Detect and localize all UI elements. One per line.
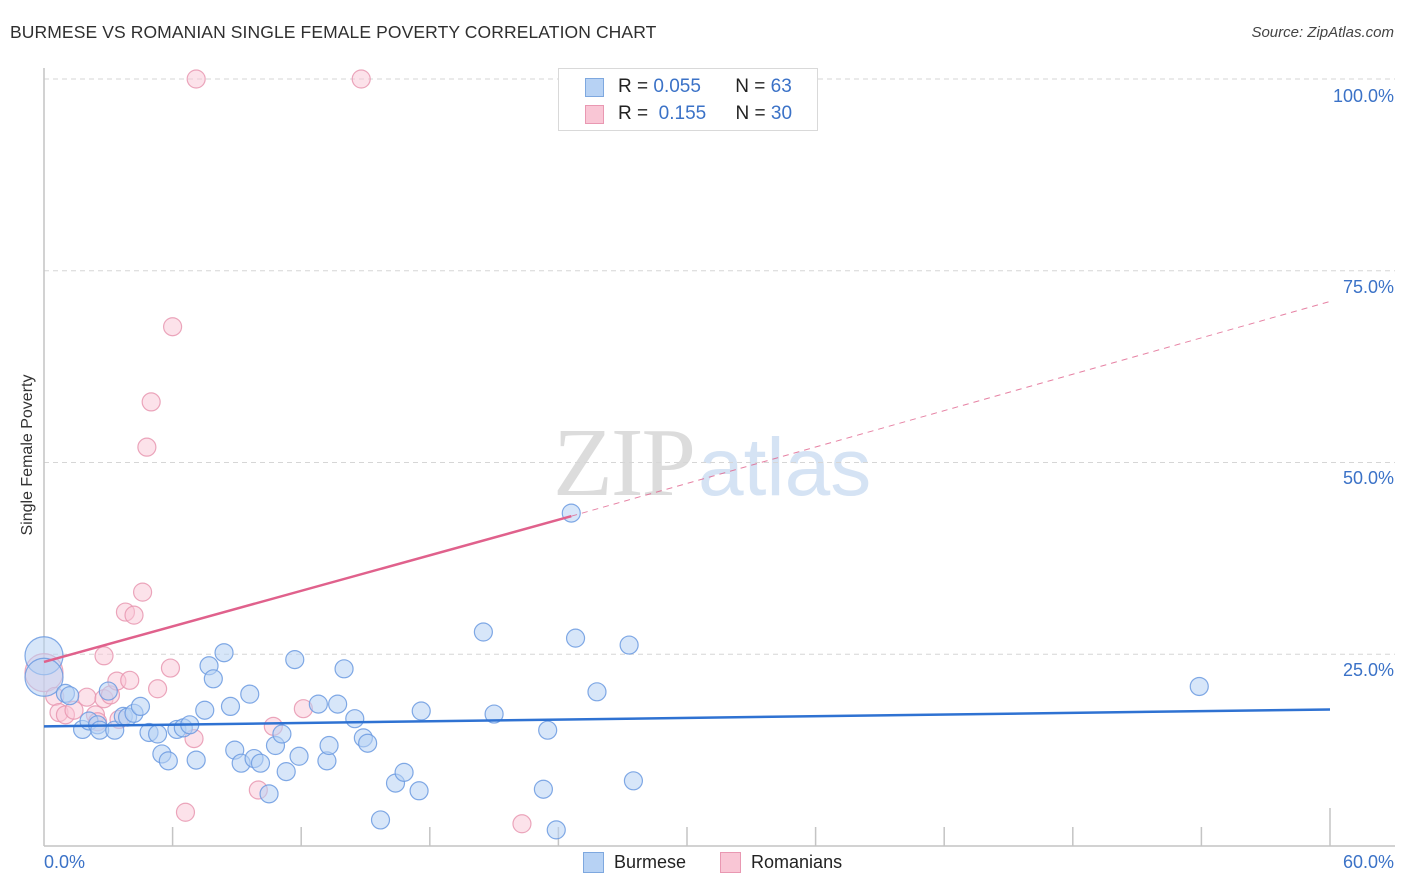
axes [43, 68, 1395, 847]
source-credit: Source: ZipAtlas.com [1251, 24, 1394, 41]
y-tick-50: 50.0% [1342, 468, 1394, 488]
data-point [250, 753, 271, 773]
legend-label: Burmese [614, 852, 687, 872]
data-point [175, 802, 196, 822]
data-point [120, 670, 140, 690]
data-point [358, 733, 378, 753]
data-point [276, 762, 296, 782]
n-label: N = [735, 103, 766, 124]
data-point [334, 659, 354, 679]
n-label: N = [735, 76, 766, 97]
stats-legend: R = 0.055 N = 63 R = 0.155 N = 30 [558, 68, 818, 131]
data-point [484, 704, 504, 724]
data-point [533, 779, 553, 799]
y-tick-25: 25.0% [1342, 660, 1394, 680]
data-point [512, 814, 532, 834]
data-point [186, 750, 206, 770]
burmese-swatch-icon [585, 77, 604, 97]
romanians-trend-line [43, 514, 572, 664]
trend-lines [43, 300, 1331, 728]
x-tick-max: 60.0% [1342, 852, 1394, 872]
data-point [561, 503, 581, 523]
data-point [130, 696, 151, 717]
data-point [141, 392, 161, 412]
data-point [147, 724, 168, 744]
data-point [409, 781, 429, 801]
burmese-trend-line [43, 708, 1331, 728]
legend-row-burmese: R = 0.055 N = 63 [585, 75, 792, 99]
data-point [94, 646, 114, 666]
data-point [259, 784, 279, 804]
data-point [24, 657, 64, 697]
y-tick-100: 100.0% [1332, 86, 1394, 106]
r-label: R = [618, 103, 649, 124]
data-point [137, 437, 157, 457]
data-point [60, 686, 80, 706]
data-point [285, 650, 305, 670]
data-point [272, 724, 292, 744]
r-value: 0.155 [658, 103, 707, 124]
burmese-points [24, 503, 1209, 840]
legend-label: Romanians [751, 852, 843, 872]
romanians-trend-extension [571, 300, 1331, 517]
data-point [394, 762, 414, 782]
data-point [619, 635, 639, 655]
r-value: 0.055 [653, 76, 701, 97]
chart-title: BURMESE VS ROMANIAN SINGLE FEMALE POVERT… [10, 22, 657, 42]
r-label: R = [618, 76, 649, 97]
data-point [308, 694, 328, 714]
data-point [319, 735, 339, 756]
data-point [473, 622, 493, 642]
data-point [345, 709, 365, 729]
legend-item-burmese[interactable]: Burmese [583, 852, 686, 873]
data-point [220, 696, 241, 717]
data-point [77, 687, 97, 707]
legend-row-romanians: R = 0.155 N = 30 [585, 102, 792, 126]
data-point [132, 582, 153, 602]
data-point [370, 810, 391, 830]
n-value: 63 [770, 76, 792, 97]
data-point [240, 684, 260, 704]
data-point [565, 628, 586, 648]
burmese-swatch-icon [583, 852, 604, 873]
gridlines [44, 78, 1395, 655]
y-tick-75: 75.0% [1342, 277, 1394, 297]
romanians-swatch-icon [720, 852, 742, 873]
data-point [195, 700, 215, 720]
data-point [160, 658, 181, 678]
data-point [411, 701, 431, 721]
y-axis-label: Single Female Poverty [19, 374, 36, 536]
data-point [203, 669, 223, 689]
data-point [538, 720, 558, 740]
data-point [351, 69, 371, 89]
data-point [147, 679, 168, 699]
series-legend: Burmese Romanians [583, 852, 876, 873]
data-point [158, 751, 178, 771]
romanians-swatch-icon [585, 104, 604, 124]
data-point [124, 605, 144, 625]
data-point [186, 69, 206, 89]
data-point [623, 771, 644, 791]
data-point [289, 746, 309, 766]
legend-item-romanians[interactable]: Romanians [720, 852, 842, 873]
data-point [98, 681, 118, 701]
data-point [546, 820, 566, 840]
data-point [1189, 676, 1209, 697]
data-point [214, 643, 234, 663]
data-point [587, 682, 607, 702]
n-value: 30 [770, 103, 793, 124]
data-point [328, 694, 348, 714]
data-point [163, 317, 183, 337]
x-tick-min: 0.0% [44, 852, 86, 872]
